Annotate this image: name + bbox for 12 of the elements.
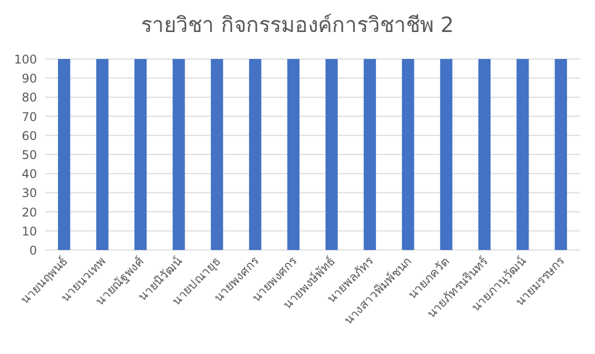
y-tick-label: 0 xyxy=(29,244,37,258)
y-tick-label: 20 xyxy=(22,205,37,220)
y-tick-label: 100 xyxy=(14,52,37,66)
y-tick-label: 10 xyxy=(22,224,37,238)
y-tick-label: 70 xyxy=(22,110,37,124)
y-tick-label: 60 xyxy=(22,128,37,143)
y-tick-label: 30 xyxy=(22,186,37,200)
y-tick-label: 50 xyxy=(22,148,37,162)
y-tick-label: 90 xyxy=(22,72,37,86)
y-tick-label: 40 xyxy=(22,167,37,182)
y-tick-label: 80 xyxy=(22,90,37,105)
title: รายวิชา กิจกรรมองค์การวิชาชีพ 2 xyxy=(141,13,454,37)
